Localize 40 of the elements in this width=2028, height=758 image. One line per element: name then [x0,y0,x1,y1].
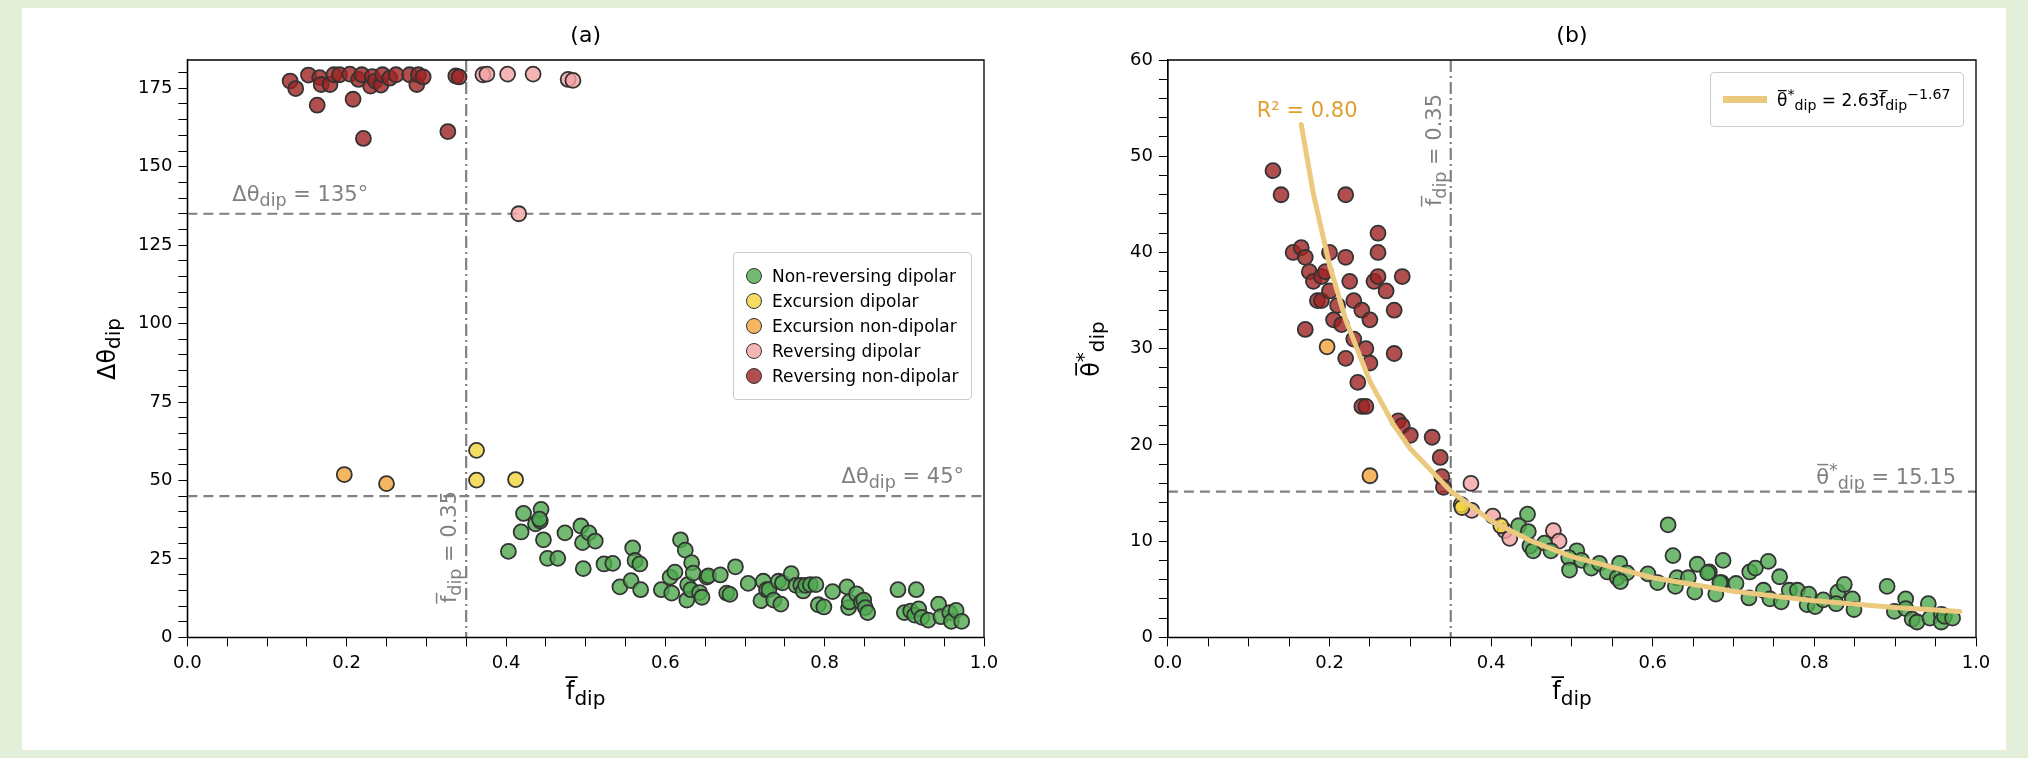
x-tick-label: 0.8 [1800,650,1829,672]
y-tick-label: 50 [149,468,173,490]
y-tick-label: 50 [1130,143,1153,165]
x-tick-label: 0.2 [1315,650,1344,672]
x-tick-label: 0.0 [173,650,202,672]
y-tick-label: 175 [138,75,173,97]
y-tick-label: 0 [1141,625,1153,647]
y-tick-label: 100 [138,311,173,333]
x-tick-label: 0.2 [332,650,362,672]
y-tick-label: 150 [138,154,173,176]
ref-line-label: θ̅$^{*}$$_{dip}$ = 15.15 [1816,459,1956,493]
chart-title: (a) [570,22,601,47]
y-tick-label: 25 [149,546,173,568]
y-tick-label: 30 [1130,336,1153,358]
y-tick-label: 40 [1130,240,1153,262]
ref-line-label: Δθ$_{dip}$ = 45° [841,464,964,493]
x-tick-label: 0.4 [1476,650,1506,672]
annotation: R² = 0.80 [1256,98,1358,123]
y-tick-label: 20 [1130,432,1153,454]
y-tick-label: 60 [1130,47,1153,69]
legend-label: Excursion non-dipolar [772,315,957,336]
legend-label: Excursion dipolar [772,290,919,311]
x-tick-label: 0.8 [810,650,839,672]
x-axis-title: f̅$_{dip}$ [565,677,606,711]
x-tick-label: 1.0 [1961,650,1991,672]
x-axis-title: f̅$_{dip}$ [1552,677,1592,711]
legend-label: Non-reversing dipolar [772,265,956,286]
x-tick-label: 0.0 [1153,650,1183,672]
x-tick-label: 0.6 [651,650,680,672]
y-tick-label: 0 [160,625,173,647]
x-tick-label: 1.0 [969,650,999,672]
y-tick-label: 125 [138,232,173,254]
ref-line-label: Δθ$_{dip}$ = 135° [232,181,369,210]
legend-label: Reversing dipolar [772,340,921,361]
x-tick-label: 0.4 [491,650,521,672]
chart-title: (b) [1556,22,1588,47]
legend-label: Reversing non-dipolar [772,365,959,386]
y-tick-label: 75 [149,389,173,411]
y-tick-label: 10 [1130,528,1153,550]
x-tick-label: 0.6 [1638,650,1668,672]
